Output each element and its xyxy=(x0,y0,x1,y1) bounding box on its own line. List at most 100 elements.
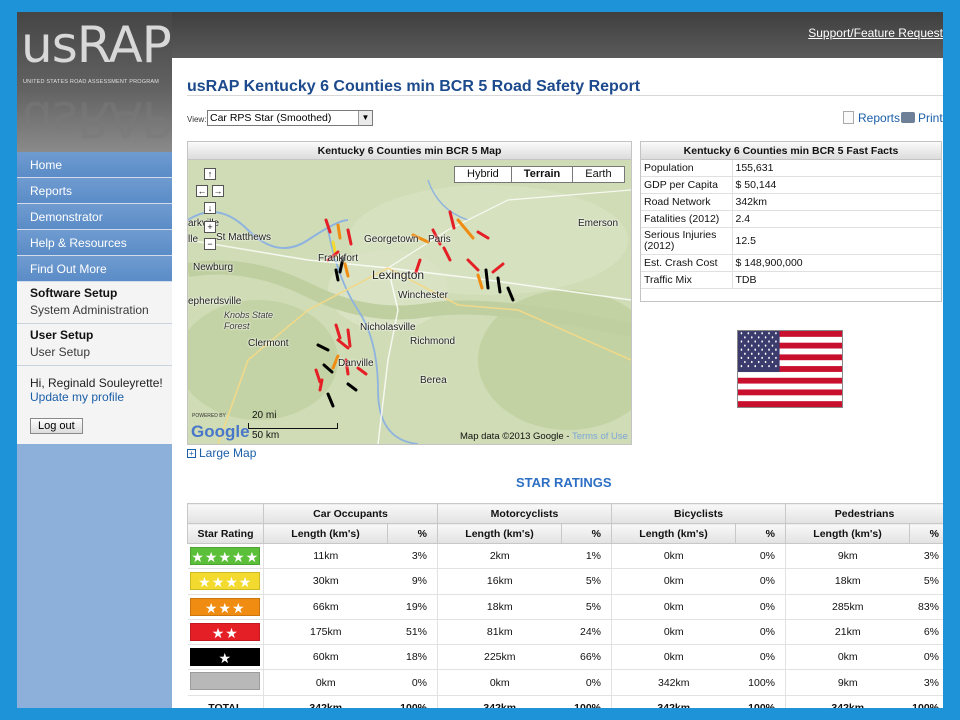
map-credit: Map data ©2013 Google - Terms of Use xyxy=(460,431,628,442)
scale-bar xyxy=(248,423,338,429)
user-setup-link[interactable]: User Setup xyxy=(30,345,91,359)
percent-cell: 51% xyxy=(387,619,439,646)
total-percent-cell: 100% xyxy=(561,695,613,708)
length-cell: 0km xyxy=(611,594,736,620)
chevron-down-icon[interactable]: ▼ xyxy=(358,111,372,125)
star-ratings-table-wrap: Car Occupants Motorcyclists Bicyclists P… xyxy=(187,503,943,708)
support-feature-request-link[interactable]: Support/Feature Request xyxy=(808,26,943,40)
sidebar-item-home[interactable]: Home xyxy=(17,152,172,178)
sidebar-item-reports[interactable]: Reports xyxy=(17,178,172,204)
length-cell: 0km xyxy=(611,543,736,570)
col-header-length: Length (km's) xyxy=(611,523,737,544)
fact-label: Population xyxy=(641,160,733,177)
sidebar-item-help-resources[interactable]: Help & Resources xyxy=(17,230,172,256)
length-cell: 11km xyxy=(263,543,388,570)
star-rating-row: ★★★★ 30km 9% 16km 5% 0km 0% 18km 5% xyxy=(187,568,943,595)
pan-left-icon[interactable]: ← xyxy=(196,185,208,197)
fact-value: 155,631 xyxy=(732,160,941,177)
total-percent-cell: 100% xyxy=(735,695,787,708)
fact-row: Serious Injuries (2012) 12.5 xyxy=(641,227,941,255)
usrap-logo[interactable]: usRAP xyxy=(21,16,172,74)
map-label-winchester: Winchester xyxy=(398,290,449,301)
percent-cell: 18% xyxy=(387,644,439,671)
software-setup-heading: Software Setup xyxy=(30,286,118,300)
star-rating-badge: ★ xyxy=(190,648,261,667)
map-canvas[interactable]: St Matthews Newburg epherdsville Frankfo… xyxy=(188,160,631,444)
percent-cell: 3% xyxy=(909,669,943,696)
map-label-danville: Danville xyxy=(338,358,374,369)
map-label-georgetown: Georgetown xyxy=(364,234,419,245)
length-cell: 0km xyxy=(785,644,910,671)
map-label-paris: Paris xyxy=(428,234,451,245)
fact-row: Fatalities (2012) 2.4 xyxy=(641,210,941,228)
scale-miles: 20 mi xyxy=(252,410,277,421)
total-length-cell: 342km xyxy=(263,695,388,708)
length-cell: 342km xyxy=(611,669,736,696)
length-cell: 18km xyxy=(785,568,910,595)
total-percent-cell: 100% xyxy=(909,695,943,708)
fact-value: $ 50,144 xyxy=(732,176,941,194)
percent-cell: 5% xyxy=(909,568,943,595)
map-type-hybrid[interactable]: Hybrid xyxy=(455,167,512,182)
star-rating-cell xyxy=(187,669,264,696)
length-cell: 0km xyxy=(611,644,736,671)
map-type-earth[interactable]: Earth xyxy=(585,168,612,180)
map-data-credit: Map data ©2013 Google - xyxy=(460,431,570,442)
zoom-in-icon[interactable]: + xyxy=(204,221,216,233)
fast-facts-table: Population 155,631 GDP per Capita $ 50,144 R… xyxy=(641,160,941,289)
percent-cell: 0% xyxy=(909,644,943,671)
total-row: TOTAL 342km 100% 342km 100% 342km 100% 342km 100… xyxy=(187,695,943,708)
fast-facts-header: Kentucky 6 Counties min BCR 5 Fast Facts xyxy=(641,142,941,160)
large-map-link[interactable]: + Large Map xyxy=(187,446,256,460)
user-setup-panel: User Setup User Setup xyxy=(17,324,172,366)
fact-label: Est. Crash Cost xyxy=(641,254,733,272)
percent-cell: 83% xyxy=(909,594,943,620)
fact-value: 12.5 xyxy=(732,227,941,255)
sidebar-item-find-out-more[interactable]: Find Out More xyxy=(17,256,172,282)
terms-of-use-link[interactable]: Terms of Use xyxy=(571,431,628,442)
print-link[interactable]: Print xyxy=(918,111,943,125)
percent-cell: 0% xyxy=(735,568,787,595)
map-label-parkville: arkville xyxy=(188,218,219,229)
group-header-car-occupants: Car Occupants xyxy=(262,503,439,524)
star-rating-row: 0km 0% 0km 0% 342km 100% 9km 3% xyxy=(187,669,943,696)
total-label: TOTAL xyxy=(187,695,264,708)
map-type-selector: Hybrid Terrain Earth xyxy=(454,166,625,183)
view-select[interactable]: Car RPS Star (Smoothed) ▼ xyxy=(207,110,373,126)
map-label-lexington: Lexington xyxy=(372,268,425,282)
percent-cell: 0% xyxy=(387,669,439,696)
pan-right-icon[interactable]: → xyxy=(212,185,224,197)
update-profile-link[interactable]: Update my profile xyxy=(30,390,125,404)
system-administration-link[interactable]: System Administration xyxy=(30,303,149,317)
document-icon xyxy=(843,111,854,124)
map-label-emerson: Emerson xyxy=(578,218,619,229)
page-title: usRAP Kentucky 6 Counties min BCR 5 Road… xyxy=(187,78,641,95)
pan-up-icon[interactable]: ↑ xyxy=(204,168,216,180)
percent-cell: 19% xyxy=(387,594,439,620)
map-type-terrain[interactable]: Terrain xyxy=(512,167,574,182)
large-map-label: Large Map xyxy=(199,446,257,460)
percent-cell: 0% xyxy=(735,644,787,671)
group-header-pedestrians: Pedestrians xyxy=(785,503,943,524)
fact-row: Road Network 342km xyxy=(641,193,941,211)
reports-link[interactable]: Reports xyxy=(858,111,901,125)
star-rating-badge: ★★ xyxy=(190,623,261,642)
fact-label: Serious Injuries (2012) xyxy=(641,227,733,255)
fact-row: GDP per Capita $ 50,144 xyxy=(641,176,941,194)
zoom-out-icon[interactable]: − xyxy=(204,238,216,250)
percent-cell: 24% xyxy=(561,619,613,646)
star-rating-badge xyxy=(190,672,261,691)
scale-kilometers: 50 km xyxy=(252,430,280,441)
pan-down-icon[interactable]: ↓ xyxy=(204,202,216,214)
user-greeting: Hi, Reginald Souleyrette! xyxy=(30,376,163,390)
col-header-pct: % xyxy=(561,523,613,544)
total-length-cell: 342km xyxy=(437,695,562,708)
user-setup-heading: User Setup xyxy=(30,328,94,342)
sidebar-item-demonstrator[interactable]: Demonstrator xyxy=(17,204,172,230)
logout-button[interactable]: Log out xyxy=(30,418,83,434)
length-cell: 0km xyxy=(263,669,388,696)
percent-cell: 66% xyxy=(561,644,613,671)
google-logo[interactable]: Google xyxy=(191,422,250,441)
length-cell: 60km xyxy=(263,644,388,671)
length-cell: 21km xyxy=(785,619,910,646)
